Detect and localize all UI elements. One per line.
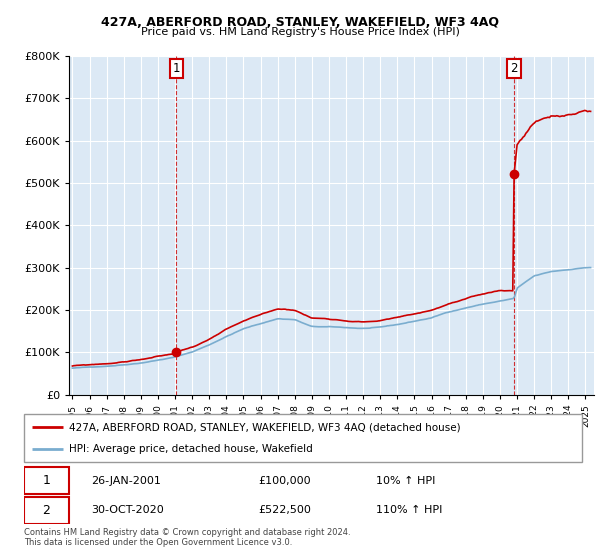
Text: 1: 1 [43, 474, 50, 487]
Text: £100,000: £100,000 [259, 475, 311, 486]
FancyBboxPatch shape [24, 414, 582, 462]
Text: 30-OCT-2020: 30-OCT-2020 [91, 505, 164, 515]
Text: £522,500: £522,500 [259, 505, 311, 515]
Text: 427A, ABERFORD ROAD, STANLEY, WAKEFIELD, WF3 4AQ: 427A, ABERFORD ROAD, STANLEY, WAKEFIELD,… [101, 16, 499, 29]
Text: Price paid vs. HM Land Registry's House Price Index (HPI): Price paid vs. HM Land Registry's House … [140, 27, 460, 37]
Text: 2: 2 [511, 62, 518, 75]
Text: 2: 2 [43, 503, 50, 516]
FancyBboxPatch shape [24, 467, 68, 494]
Text: 10% ↑ HPI: 10% ↑ HPI [376, 475, 435, 486]
Text: 427A, ABERFORD ROAD, STANLEY, WAKEFIELD, WF3 4AQ (detached house): 427A, ABERFORD ROAD, STANLEY, WAKEFIELD,… [68, 422, 460, 432]
Text: 26-JAN-2001: 26-JAN-2001 [91, 475, 161, 486]
Text: 110% ↑ HPI: 110% ↑ HPI [376, 505, 442, 515]
FancyBboxPatch shape [24, 497, 68, 524]
Text: 1: 1 [172, 62, 180, 75]
Text: HPI: Average price, detached house, Wakefield: HPI: Average price, detached house, Wake… [68, 444, 313, 454]
Text: Contains HM Land Registry data © Crown copyright and database right 2024.
This d: Contains HM Land Registry data © Crown c… [24, 528, 350, 548]
